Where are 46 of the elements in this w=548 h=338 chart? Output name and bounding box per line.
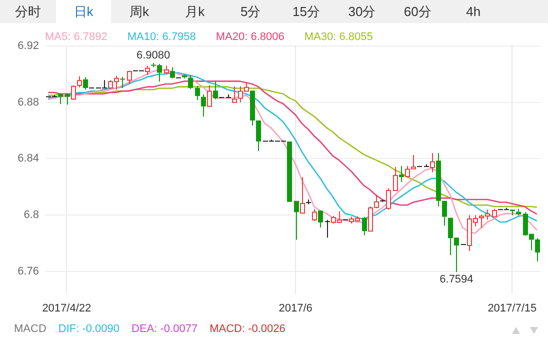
text: 60分: [402, 3, 432, 21]
text: DIF: -0.0090: [58, 323, 120, 335]
candlestick: [195, 85, 200, 101]
text: DEA: -0.0077: [132, 323, 198, 335]
text: MA5: 6.7892: [45, 31, 108, 43]
text: 30分: [347, 3, 377, 21]
candlestick: [170, 66, 175, 78]
text: 日k: [56, 0, 112, 23]
candlestick: [201, 94, 206, 118]
y-tick-label: 6.92: [18, 40, 39, 52]
candlestick: [213, 81, 218, 100]
candlestick: [294, 200, 299, 240]
candlestick: [510, 210, 515, 216]
candlestick: [362, 216, 367, 236]
candlestick: [188, 74, 193, 90]
text: 5分: [239, 3, 262, 21]
text: 6.9080: [136, 49, 170, 62]
text: 月k: [184, 3, 206, 21]
text: MA10: 6.7958: [127, 31, 196, 43]
x-tick-label: 2017/7/15: [488, 302, 537, 314]
candlestick: [65, 94, 70, 106]
candlestick: [318, 210, 323, 228]
text: 6.7594: [440, 274, 474, 286]
candlestick: [182, 74, 187, 79]
y-tick-label: 6.84: [18, 152, 39, 165]
x-tick-label: 2017/6: [278, 302, 312, 314]
text: MACD: -0.0026: [210, 323, 286, 335]
candlestick: [120, 76, 125, 88]
candlestick: [250, 90, 255, 126]
candlestick: [535, 238, 540, 262]
candlestick: [58, 94, 63, 105]
text: 分时: [14, 3, 42, 21]
candlestick: [399, 165, 404, 182]
candlestick: [324, 219, 330, 238]
text: 15分: [292, 3, 322, 21]
text: MA20: 6.8006: [216, 31, 284, 43]
y-tick-label: 6.88: [18, 96, 39, 108]
y-tick-label: 6.76: [18, 265, 39, 278]
candlestick: [83, 76, 88, 90]
candlestick: [436, 152, 441, 207]
x-tick-label: 2017/4/22: [42, 302, 92, 314]
y-tick-label: 6.8: [24, 208, 39, 221]
text: 周k: [128, 3, 150, 21]
text: MA30: 6.8055: [304, 31, 373, 43]
text: 4h: [465, 3, 482, 21]
text: MACD: [14, 323, 46, 335]
